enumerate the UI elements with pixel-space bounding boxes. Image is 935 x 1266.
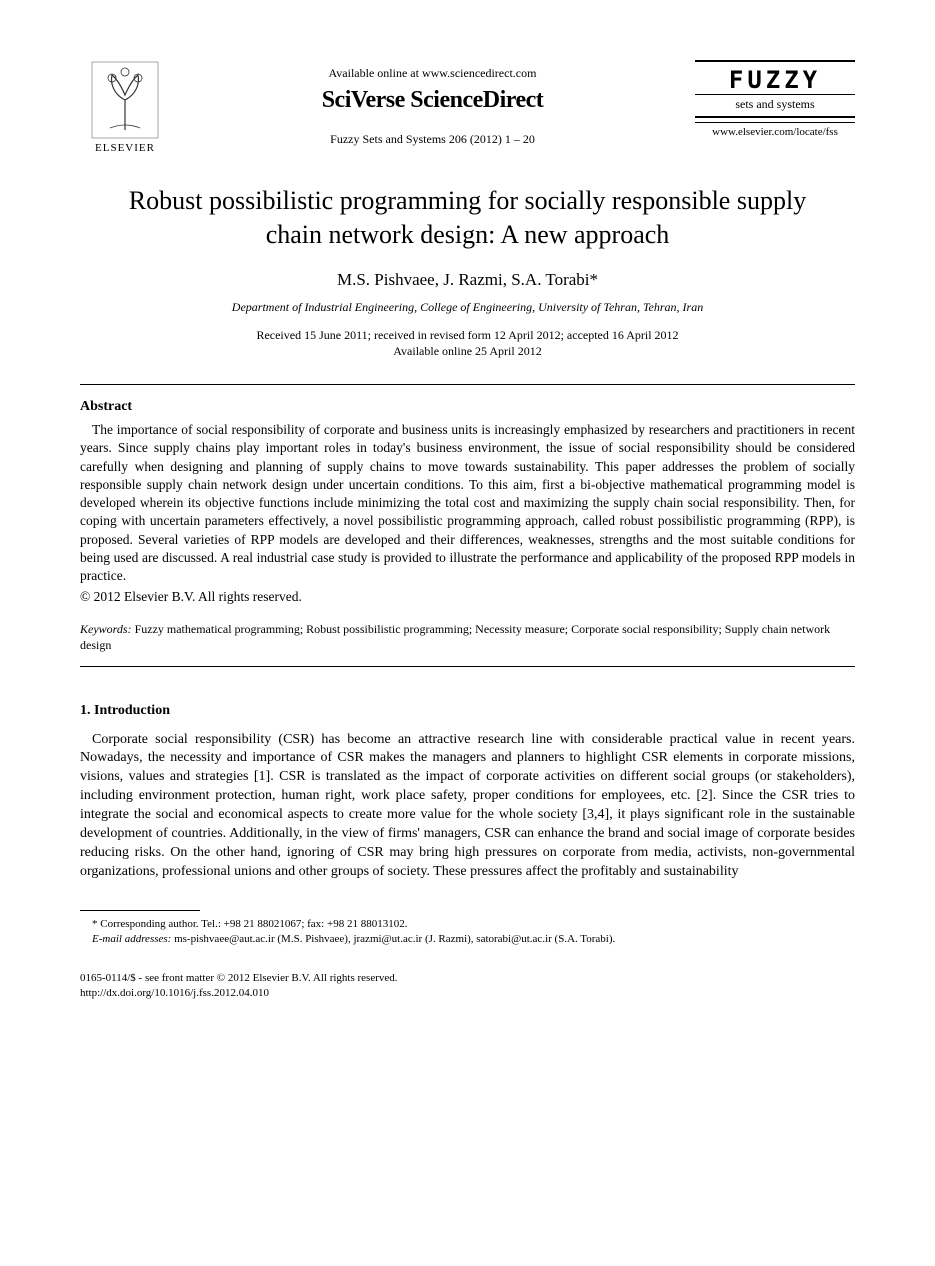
footer-doi[interactable]: http://dx.doi.org/10.1016/j.fss.2012.04.… bbox=[80, 986, 855, 1001]
center-header: Available online at www.sciencedirect.co… bbox=[170, 60, 695, 147]
intro-paragraph: Corporate social responsibility (CSR) ha… bbox=[80, 731, 855, 882]
page-header: ELSEVIER Available online at www.science… bbox=[80, 60, 855, 154]
journal-logo-block: FUZZY sets and systems www.elsevier.com/… bbox=[695, 60, 855, 138]
dates-online: Available online 25 April 2012 bbox=[393, 344, 541, 358]
journal-logo-subtitle: sets and systems bbox=[695, 95, 855, 118]
page-footer: 0165-0114/$ - see front matter © 2012 El… bbox=[80, 971, 855, 1001]
corresponding-author-footnote: * Corresponding author. Tel.: +98 21 880… bbox=[80, 917, 855, 932]
available-online-text: Available online at www.sciencedirect.co… bbox=[170, 66, 695, 81]
journal-reference: Fuzzy Sets and Systems 206 (2012) 1 – 20 bbox=[170, 132, 695, 147]
author-list: M.S. Pishvaee, J. Razmi, S.A. Torabi* bbox=[80, 270, 855, 290]
keywords-label: Keywords: bbox=[80, 622, 132, 636]
publisher-name: ELSEVIER bbox=[95, 142, 155, 154]
divider bbox=[80, 384, 855, 385]
footer-front-matter: 0165-0114/$ - see front matter © 2012 El… bbox=[80, 971, 855, 986]
section-heading-intro: 1. Introduction bbox=[80, 703, 855, 719]
email-footnote: E-mail addresses: ms-pishvaee@aut.ac.ir … bbox=[80, 932, 855, 947]
abstract-heading: Abstract bbox=[80, 399, 855, 415]
affiliation: Department of Industrial Engineering, Co… bbox=[80, 300, 855, 315]
journal-logo-text: FUZZY bbox=[695, 60, 855, 95]
keywords-text: Fuzzy mathematical programming; Robust p… bbox=[80, 622, 830, 652]
publisher-block: ELSEVIER bbox=[80, 60, 170, 154]
dates-received: Received 15 June 2011; received in revis… bbox=[256, 328, 678, 342]
article-dates: Received 15 June 2011; received in revis… bbox=[80, 327, 855, 361]
elsevier-tree-logo bbox=[90, 60, 160, 140]
email-label: E-mail addresses: bbox=[92, 933, 171, 945]
keywords: Keywords: Fuzzy mathematical programming… bbox=[80, 621, 855, 653]
abstract-text: The importance of social responsibility … bbox=[80, 421, 855, 585]
article-title: Robust possibilistic programming for soc… bbox=[100, 184, 835, 252]
divider bbox=[80, 666, 855, 667]
email-addresses: ms-pishvaee@aut.ac.ir (M.S. Pishvaee), j… bbox=[171, 933, 615, 945]
abstract-copyright: © 2012 Elsevier B.V. All rights reserved… bbox=[80, 589, 855, 605]
journal-url[interactable]: www.elsevier.com/locate/fss bbox=[695, 122, 855, 138]
footnote-rule bbox=[80, 910, 200, 911]
platform-name: SciVerse ScienceDirect bbox=[170, 87, 695, 114]
